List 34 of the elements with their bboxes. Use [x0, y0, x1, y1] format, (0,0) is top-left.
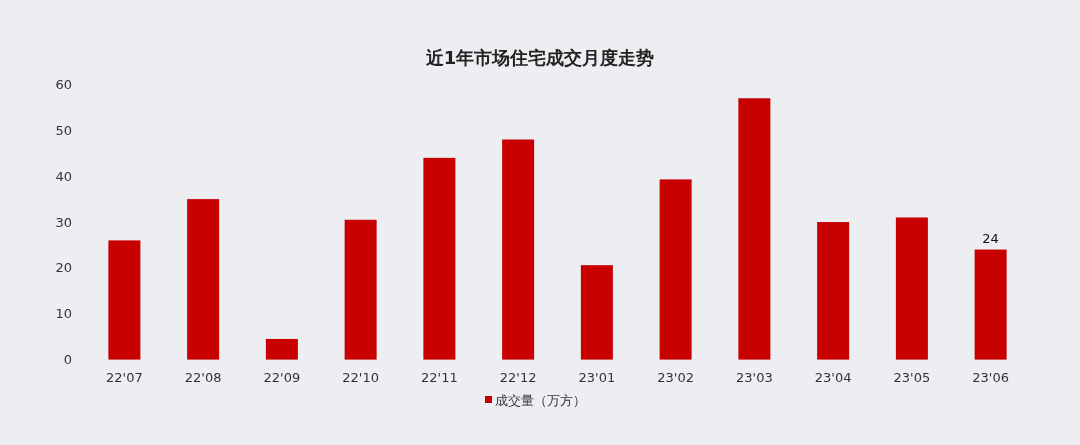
x-tick-label: 23'01: [578, 370, 616, 385]
x-tick-label: 23'06: [972, 370, 1009, 385]
bar: [659, 179, 692, 360]
bar: [580, 265, 613, 360]
x-tick-label: 22'08: [184, 370, 222, 385]
bar: [423, 157, 456, 360]
x-tick-label: 22'10: [342, 370, 379, 385]
data-label: 24: [982, 230, 999, 246]
x-tick-label: 22'07: [106, 370, 143, 385]
y-tick-label: 50: [55, 122, 72, 138]
legend: 成交量（万方）: [485, 393, 586, 408]
bar: [344, 219, 377, 360]
bar: [895, 217, 928, 360]
y-tick-label: 30: [55, 214, 72, 230]
x-tick-label: 23'03: [736, 370, 773, 385]
x-tick-label: 22'11: [421, 370, 458, 385]
x-tick-label: 23'02: [657, 370, 694, 385]
y-tick-label: 60: [55, 77, 72, 92]
y-tick-label: 10: [55, 306, 72, 322]
x-tick-label: 23'05: [893, 370, 931, 385]
bar: [738, 98, 771, 360]
x-tick-label: 22'09: [263, 370, 301, 385]
bar: [187, 199, 220, 360]
bar: [974, 249, 1007, 360]
bar: [265, 338, 298, 360]
x-tick-label: 23'04: [814, 370, 852, 385]
bar: [817, 222, 850, 360]
x-tick-label: 22'12: [499, 370, 537, 385]
y-tick-label: 0: [63, 352, 72, 368]
bar: [502, 139, 535, 360]
bar: [108, 240, 141, 360]
y-tick-label: 20: [55, 260, 72, 276]
y-tick-label: 40: [55, 168, 72, 184]
chart-title: 近1年市场住宅成交月度走势: [424, 47, 655, 68]
